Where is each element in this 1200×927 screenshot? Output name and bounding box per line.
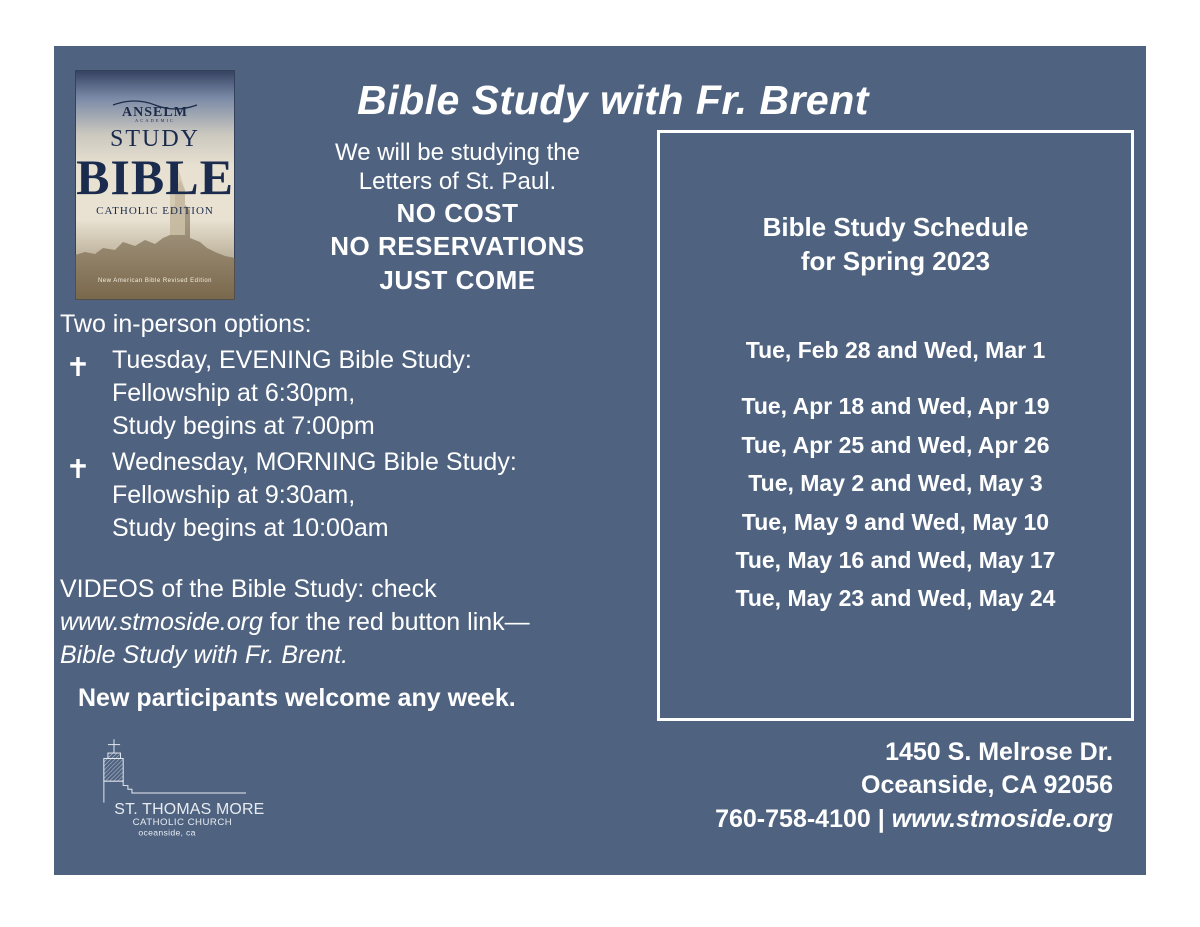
svg-text:ACADEMIC: ACADEMIC bbox=[135, 118, 175, 123]
svg-text:ST. THOMAS MORE: ST. THOMAS MORE bbox=[114, 801, 264, 818]
svg-text:New American Bible Revised Edi: New American Bible Revised Edition bbox=[98, 278, 212, 284]
svg-text:BIBLE: BIBLE bbox=[76, 149, 234, 205]
svg-text:oceanside, ca: oceanside, ca bbox=[138, 827, 195, 837]
svg-text:CATHOLIC EDITION: CATHOLIC EDITION bbox=[96, 205, 214, 217]
